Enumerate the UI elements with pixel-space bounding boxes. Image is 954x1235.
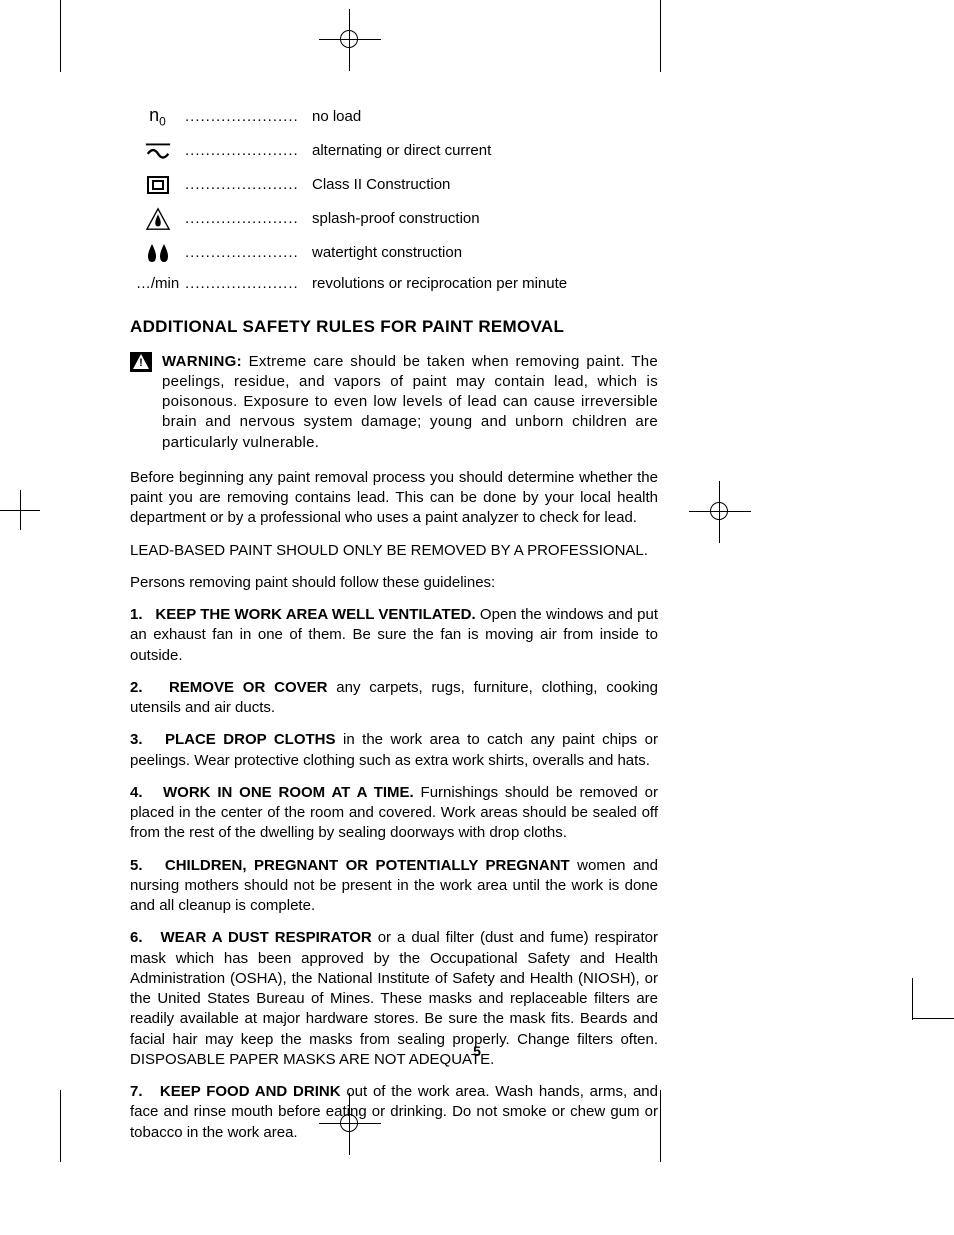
paragraph: LEAD-BASED PAINT SHOULD ONLY BE REMOVED …: [130, 541, 658, 561]
dots: .........................: [185, 108, 300, 125]
paragraph: Before beginning any paint removal proce…: [130, 468, 658, 529]
warning-text: WARNING: Extreme care should be taken wh…: [162, 352, 658, 453]
dots: .........................: [185, 142, 300, 159]
list-item: 4. WORK IN ONE ROOM AT A TIME. Furnishin…: [130, 783, 658, 844]
symbol-splash-icon: [130, 207, 185, 231]
dots: .........................: [185, 210, 300, 227]
symbol-desc: Class II Construction: [300, 176, 450, 193]
symbol-desc: alternating or direct current: [300, 142, 491, 159]
symbol-class-ii-icon: [130, 173, 185, 197]
dots: .........................: [185, 244, 300, 261]
symbol-watertight-icon: [130, 241, 185, 265]
symbol-row: …/min ......................... revoluti…: [130, 275, 658, 292]
list-item: 2. REMOVE OR COVER any carpets, rugs, fu…: [130, 678, 658, 719]
list-item: 5. CHILDREN, PREGNANT OR POTENTIALLY PRE…: [130, 856, 658, 917]
symbol-desc: splash-proof construction: [300, 210, 480, 227]
symbol-n0: n0: [130, 105, 185, 129]
crop-mark: [20, 490, 21, 530]
symbol-ac-dc-icon: [130, 139, 185, 163]
dots: .........................: [185, 275, 300, 292]
crop-mark: [912, 978, 913, 1020]
list-item: 1. KEEP THE WORK AREA WELL VENTILATED. O…: [130, 605, 658, 666]
symbol-row: ......................... watertight con…: [130, 241, 658, 265]
list-item: 7. KEEP FOOD AND DRINK out of the work a…: [130, 1082, 658, 1143]
crop-mark: [660, 1090, 661, 1162]
symbol-row: ......................... alternating or…: [130, 139, 658, 163]
symbol-desc: watertight construction: [300, 244, 462, 261]
crop-mark: [660, 0, 661, 72]
symbol-row: n0 ......................... no load: [130, 105, 658, 129]
symbol-desc: revolutions or reciprocation per minute: [300, 275, 567, 292]
page-number: 5: [0, 1043, 954, 1059]
crop-mark: [60, 0, 61, 72]
symbol-permin: …/min: [130, 275, 185, 292]
crop-mark: [60, 1090, 61, 1162]
page-content: n0 ......................... no load ...…: [130, 105, 658, 1155]
registration-mark-icon: [340, 30, 358, 48]
crop-mark: [912, 1018, 954, 1019]
dots: .........................: [185, 176, 300, 193]
registration-mark-icon: [710, 502, 728, 520]
list-item: 3. PLACE DROP CLOTHS in the work area to…: [130, 730, 658, 771]
paragraph: Persons removing paint should follow the…: [130, 573, 658, 593]
symbol-desc: no load: [300, 108, 361, 125]
warning-icon: [130, 352, 152, 372]
symbol-row: ......................... Class II Const…: [130, 173, 658, 197]
symbol-row: ......................... splash-proof c…: [130, 207, 658, 231]
warning-block: WARNING: Extreme care should be taken wh…: [130, 352, 658, 453]
section-title: ADDITIONAL SAFETY RULES FOR PAINT REMOVA…: [130, 317, 658, 337]
